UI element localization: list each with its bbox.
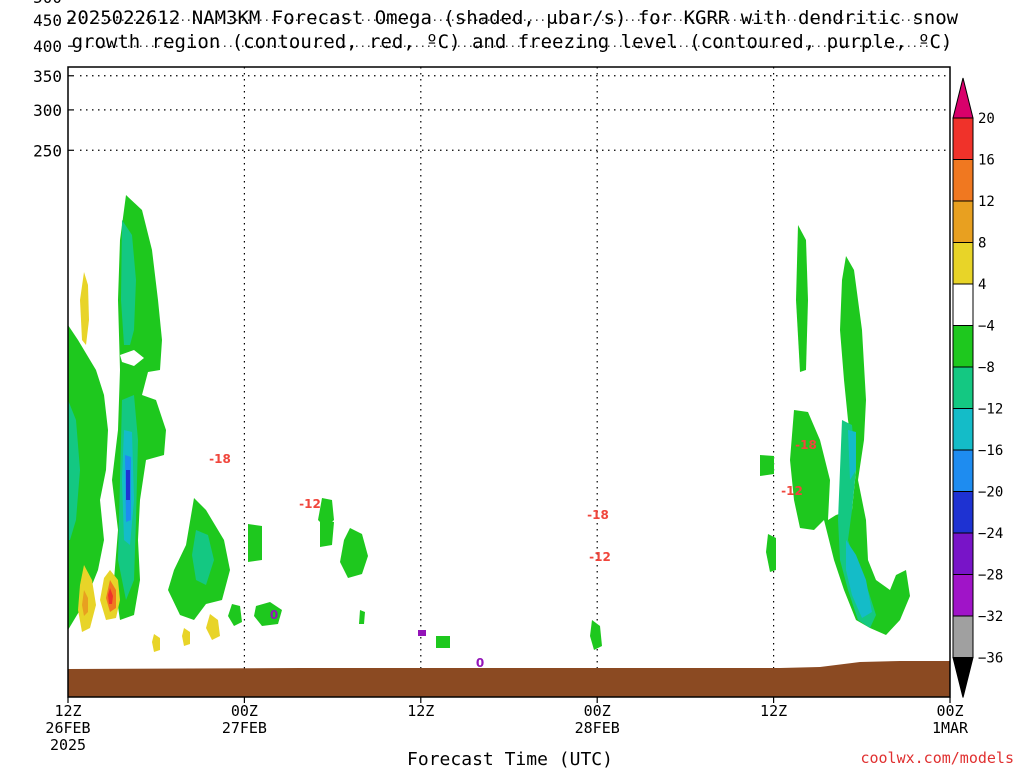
x-tick-label: 2025	[50, 736, 86, 754]
colorbar-tick-label: −20	[978, 485, 1003, 501]
x-tick-label: 12Z	[407, 702, 434, 720]
omega-region-yellow-upper	[80, 272, 89, 345]
omega-region-green-blob-9	[436, 636, 450, 648]
omega-region-early-main-teal	[121, 220, 136, 345]
omega-region-late-cyan	[848, 430, 856, 480]
colorbar-segment	[952, 200, 974, 243]
contour-label-zero-b: 0	[476, 656, 484, 670]
colorbar-segment	[952, 408, 974, 451]
contour-label-minus18-c: -18	[795, 438, 817, 452]
colorbar-tick-label: 12	[978, 194, 995, 210]
contour-label-zero-a: 0	[270, 608, 278, 622]
omega-region-green-blob-3	[228, 604, 242, 626]
omega-region-green-blob-7	[340, 528, 368, 578]
contour-label-minus12-a: -12	[299, 497, 321, 511]
colorbar-tick-label: −28	[978, 568, 1003, 584]
colorbar-tick-label: 20	[978, 111, 995, 127]
y-tick-label: 250	[33, 141, 62, 160]
colorbar-tick-label: 8	[978, 236, 986, 252]
omega-region-red-right	[108, 588, 113, 604]
colorbar-segment	[952, 242, 974, 285]
colorbar-segment	[952, 532, 974, 575]
colorbar-segment	[952, 615, 974, 658]
colorbar: 20 16 12 8 4 −4 −8 −12 −16 −20 −24 −28 −32 −36	[952, 77, 1003, 698]
x-tick-label: 1MAR	[932, 719, 969, 737]
y-tick-label: 400	[33, 37, 62, 56]
contour-labels: -18 -18 -18 -12 -12 -12 0 0	[209, 438, 817, 670]
omega-region-early-left	[68, 325, 108, 630]
omega-region-late-blob-2	[766, 534, 776, 572]
x-tick-label: 00Z	[936, 702, 963, 720]
chart-title-line1: 2025022612 NAM3KM Forecast Omega (shaded…	[66, 7, 959, 29]
x-tick-label: 28FEB	[575, 719, 620, 737]
colorbar-bottom-arrow	[952, 657, 974, 698]
x-tick-label: 00Z	[584, 702, 611, 720]
x-axis-label: Forecast Time (UTC)	[407, 749, 613, 768]
y-tick-label: 350	[33, 67, 62, 86]
colorbar-tick-label: −24	[978, 526, 1003, 542]
colorbar-segment	[952, 574, 974, 617]
colorbar-tick-label: 16	[978, 153, 995, 169]
colorbar-tick-label: −8	[978, 360, 995, 376]
x-tick-label: 27FEB	[222, 719, 267, 737]
credit-link[interactable]: coolwx.com/models	[860, 749, 1014, 767]
omega-region-late-thin	[796, 225, 808, 372]
omega-region-early-main-notch	[120, 350, 144, 366]
contour-label-minus18-a: -18	[209, 452, 231, 466]
colorbar-segment	[952, 366, 974, 409]
colorbar-tick-label: −16	[978, 443, 1003, 459]
colorbar-segment	[952, 491, 974, 534]
y-axis-ticks: 2503003504004505005506006507007508008509…	[33, 0, 74, 160]
chart-title-line2: growth region (contoured, red, ºC) and f…	[72, 31, 953, 53]
omega-region-green-blob-2	[248, 524, 262, 562]
omega-region-green-blob-8	[359, 610, 365, 624]
colorbar-tick-label: 4	[978, 277, 986, 293]
colorbar-segment	[952, 325, 974, 368]
colorbar-tick-label: −32	[978, 609, 1003, 625]
ground-terrain	[68, 661, 950, 697]
contour-label-minus12-c: -12	[781, 484, 803, 498]
omega-shading	[68, 195, 910, 652]
colorbar-segment	[952, 159, 974, 202]
colorbar-segment	[952, 283, 974, 326]
colorbar-tick-label: −4	[978, 319, 995, 335]
contour-label-minus12-b: -12	[589, 550, 611, 564]
omega-region-orange-lower	[82, 590, 88, 616]
plot-frame	[67, 66, 951, 698]
omega-region-purple-dot	[418, 630, 426, 636]
y-tick-label: 500	[33, 0, 62, 7]
x-tick-label: 12Z	[760, 702, 787, 720]
colorbar-segment	[952, 117, 974, 160]
omega-region-late-blob-1	[760, 455, 774, 476]
x-tick-label: 26FEB	[45, 719, 90, 737]
y-tick-label: 450	[33, 11, 62, 30]
omega-region-early-darkblue	[126, 470, 130, 500]
y-tick-label: 300	[33, 101, 62, 120]
omega-region-yellow-small-1	[152, 634, 160, 652]
colorbar-tick-label: −12	[978, 402, 1003, 418]
x-tick-label: 12Z	[54, 702, 81, 720]
colorbar-tick-label: −36	[978, 651, 1003, 667]
omega-region-late-cyan-2	[846, 540, 872, 618]
colorbar-top-arrow	[952, 77, 974, 119]
contour-label-minus18-b: -18	[587, 508, 609, 522]
omega-region-yellow-small-2	[182, 628, 190, 646]
omega-region-early-left-teal	[68, 400, 80, 540]
x-tick-label: 00Z	[231, 702, 258, 720]
omega-region-green-blob-4	[254, 602, 282, 626]
omega-region-teal-blob-1	[192, 530, 214, 585]
omega-region-yellow-small-3	[206, 614, 220, 640]
omega-region-green-blob-6	[320, 520, 334, 547]
grid-lines	[80, 19, 950, 697]
omega-region-green-blob-10	[590, 620, 602, 650]
colorbar-segment	[952, 449, 974, 492]
